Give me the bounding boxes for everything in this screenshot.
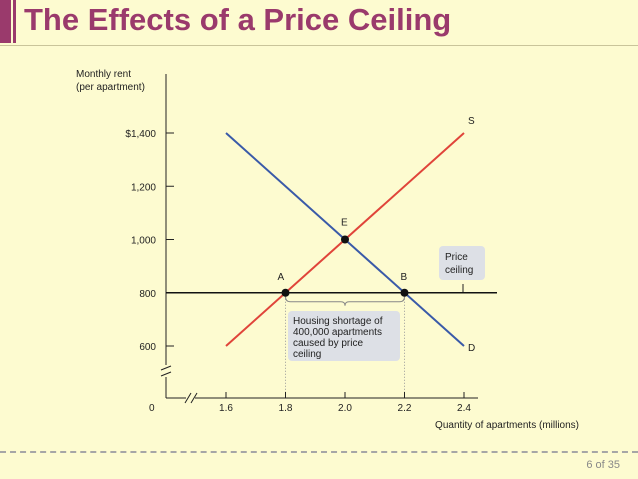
series-labels: SD [468,116,475,354]
price-ceiling-label-box [439,246,485,280]
shortage-text-line3: caused by price [293,338,363,349]
price-ceiling-label-line2: ceiling [445,265,473,276]
x-axis-label: Quantity of apartments (millions) [435,420,579,431]
footer-divider [0,451,638,453]
price-ceiling-chart: Monthly rent (per apartment) 0 $1,400 1,2… [76,69,579,431]
x-tick-label: 2.2 [398,403,412,414]
shortage-brace [285,296,405,306]
x-axis-break-2 [190,392,198,404]
y-axis-label-line1: Monthly rent [76,69,131,80]
title-accent-bar-thin [13,0,16,43]
supply-label: S [468,116,475,127]
equilibrium-points: A E B [278,218,409,297]
page-number: 6 of 35 [586,459,620,471]
title-accent-bar [0,0,11,43]
y-tick-label: 1,200 [131,182,156,193]
point-label-b: B [401,272,408,283]
y-ticks: $1,400 1,200 1,000 800 600 [125,129,174,353]
shortage-text-line1: Housing shortage of [293,316,383,327]
y-tick-label: 1,000 [131,236,156,247]
shortage-text-line4: ceiling [293,349,321,360]
x-tick-label: 1.8 [279,403,293,414]
y-tick-label: 800 [139,289,156,300]
y-axis-break-1 [160,365,172,371]
demand-label: D [468,343,475,354]
shortage-annotation-box [288,311,400,361]
x-ticks: 1.6 1.8 2.0 2.2 2.4 [219,392,471,414]
title-divider [0,45,638,46]
y-axis-break-2 [160,371,172,377]
price-ceiling-label-line1: Price [445,252,468,263]
x-tick-label: 1.6 [219,403,233,414]
point-e [341,235,349,244]
x-axis-break-1 [184,392,192,404]
y-tick-label: $1,400 [125,129,156,140]
y-axis-label-line2: (per apartment) [76,82,145,93]
shortage-text-line2: 400,000 apartments [293,327,382,338]
origin-label: 0 [149,403,155,414]
point-label-a: A [278,272,285,283]
y-tick-label: 600 [139,342,156,353]
point-b [400,288,409,297]
point-label-e: E [341,218,348,229]
point-a [281,288,290,297]
x-tick-label: 2.4 [457,403,471,414]
x-tick-label: 2.0 [338,403,352,414]
slide-title: The Effects of a Price Ceiling [24,2,452,37]
